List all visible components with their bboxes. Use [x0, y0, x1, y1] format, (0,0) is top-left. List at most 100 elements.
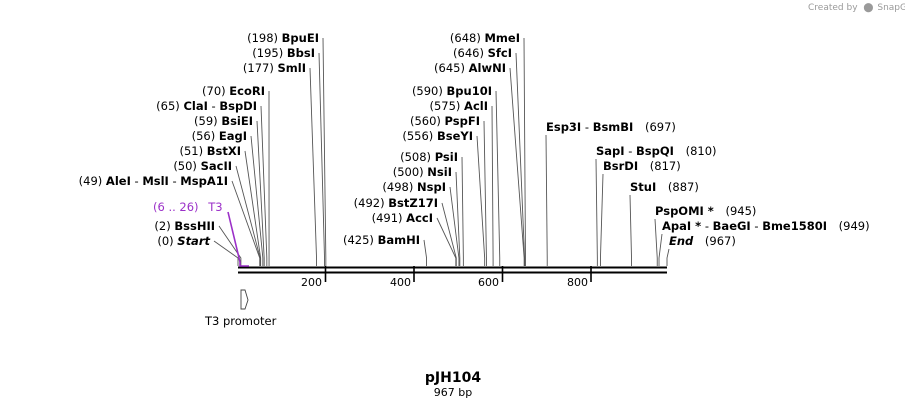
site-position: (560): [410, 114, 445, 128]
restriction-site[interactable]: (70) EcoRI: [202, 84, 265, 98]
restriction-site[interactable]: (648) MmeI: [450, 31, 520, 45]
site-position: (590): [412, 84, 447, 98]
enzyme-name: Esp3I: [546, 120, 581, 134]
site-label: (49) AleI - MslI - MspA1I: [79, 174, 228, 188]
feature-t3-promoter[interactable]: T3 promoter: [204, 289, 277, 328]
name-separator: -: [208, 99, 219, 113]
enzyme-name: Bpu10I: [447, 84, 492, 98]
enzyme-name: AccI: [406, 211, 433, 225]
enzyme-name: End: [669, 234, 694, 248]
enzyme-name: BspQI: [636, 144, 674, 158]
restriction-site[interactable]: BsrDI (817): [603, 159, 681, 173]
restriction-site[interactable]: (51) BstXI: [179, 144, 241, 158]
restriction-site[interactable]: (177) SmlI: [243, 61, 306, 75]
enzyme-name: NsiI: [427, 165, 452, 179]
restriction-site[interactable]: PspOMI * (945): [655, 204, 756, 218]
enzyme-name: MmeI: [484, 31, 520, 45]
site-label: (2) BssHII: [154, 219, 215, 233]
site-position: (425): [343, 233, 378, 247]
restriction-site[interactable]: (2) BssHII: [154, 219, 215, 233]
credit-text: Created by ⬤ SnapGene: [808, 3, 905, 13]
axis-tick-600: 600: [478, 266, 504, 289]
cut-site-connector: [322, 37, 327, 266]
site-position: (56): [192, 129, 219, 143]
primer-arrow-icon: [227, 211, 249, 267]
snapgene-logo-icon: ⬤: [863, 3, 873, 13]
restriction-site[interactable]: (498) NspI: [382, 180, 446, 194]
restriction-site[interactable]: (0) Start: [157, 234, 210, 248]
restriction-site[interactable]: Esp3I - BsmBI (697): [546, 120, 676, 134]
restriction-site[interactable]: SapI - BspQI (810): [596, 144, 717, 158]
site-label: SapI - BspQI (810): [596, 144, 717, 158]
site-position: (492): [354, 196, 389, 210]
site-label: (590) Bpu10I: [412, 84, 492, 98]
name-separator: -: [131, 174, 142, 188]
enzyme-name: PspOMI *: [655, 204, 714, 218]
cut-site-connector: [235, 165, 261, 266]
restriction-site[interactable]: (56) EagI: [192, 129, 247, 143]
restriction-site[interactable]: ApaI * - BaeGI - Bme1580I (949): [662, 219, 870, 233]
cut-site-connector: [449, 186, 460, 266]
restriction-site[interactable]: (425) BamHI: [343, 233, 420, 247]
cut-site-connector: [213, 240, 239, 266]
site-label: (70) EcoRI: [202, 84, 265, 98]
enzyme-name: EagI: [219, 129, 247, 143]
axis-tick-800: 800: [567, 266, 592, 289]
restriction-site[interactable]: (560) PspFI: [410, 114, 480, 128]
name-separator: -: [581, 120, 592, 134]
restriction-site[interactable]: (59) BsiEI: [194, 114, 253, 128]
cut-site-connector: [461, 156, 464, 266]
site-label: (425) BamHI: [343, 233, 420, 247]
restriction-site[interactable]: (575) AclI: [429, 99, 488, 113]
cut-site-connector: [455, 171, 461, 266]
restriction-site[interactable]: (645) AlwNI: [434, 61, 506, 75]
cut-site-connector: [658, 233, 663, 266]
restriction-site[interactable]: (49) AleI - MslI - MspA1I: [79, 174, 228, 188]
restriction-site[interactable]: (556) BseYI: [402, 129, 473, 143]
site-label: (177) SmlI: [243, 61, 306, 75]
site-position: (177): [243, 61, 278, 75]
enzyme-name: SacII: [201, 159, 232, 173]
enzyme-name: Bme1580I: [762, 219, 827, 233]
restriction-site[interactable]: (65) ClaI - BspDI: [156, 99, 257, 113]
restriction-site[interactable]: (492) BstZ17I: [354, 196, 438, 210]
axis-tick-label: 800: [567, 276, 588, 289]
restriction-site[interactable]: End (967): [669, 234, 736, 248]
site-position: (195): [252, 46, 287, 60]
restriction-site[interactable]: (590) Bpu10I: [412, 84, 492, 98]
site-label: (195) BbsI: [252, 46, 315, 60]
site-label: (645) AlwNI: [434, 61, 506, 75]
enzyme-name: SmlI: [278, 61, 307, 75]
credit-prefix: Created by: [808, 3, 858, 13]
site-position: (2): [154, 219, 174, 233]
site-label: (492) BstZ17I: [354, 196, 438, 210]
enzyme-name: SfcI: [488, 46, 512, 60]
site-position: (945): [722, 204, 757, 218]
site-position: (646): [453, 46, 488, 60]
cut-site-connector: [441, 202, 457, 266]
cut-site-connector: [666, 248, 670, 266]
site-label: (51) BstXI: [179, 144, 241, 158]
restriction-site[interactable]: (491) AccI: [372, 211, 433, 225]
restriction-site[interactable]: (198) BpuEI: [247, 31, 319, 45]
site-label: (648) MmeI: [450, 31, 520, 45]
site-position: (500): [393, 165, 428, 179]
feature-label: T3 promoter: [204, 314, 277, 328]
primer-t3[interactable]: (6 .. 26) T3: [153, 200, 249, 267]
restriction-site[interactable]: StuI (887): [630, 180, 699, 194]
restriction-site[interactable]: (646) SfcI: [453, 46, 512, 60]
restriction-site[interactable]: (195) BbsI: [252, 46, 315, 60]
cut-site-connector: [495, 90, 501, 266]
site-position: (967): [701, 234, 736, 248]
enzyme-name: NspI: [417, 180, 446, 194]
axis-tick-200: 200: [301, 266, 327, 289]
restriction-site[interactable]: (508) PsiI: [400, 150, 458, 164]
promoter-arrow-icon: [240, 289, 249, 310]
site-label: (575) AclI: [429, 99, 488, 113]
enzyme-name: BstXI: [207, 144, 241, 158]
site-label: (508) PsiI: [400, 150, 458, 164]
site-position: (0): [157, 234, 177, 248]
restriction-site[interactable]: (500) NsiI: [393, 165, 452, 179]
restriction-site[interactable]: (50) SacII: [173, 159, 232, 173]
